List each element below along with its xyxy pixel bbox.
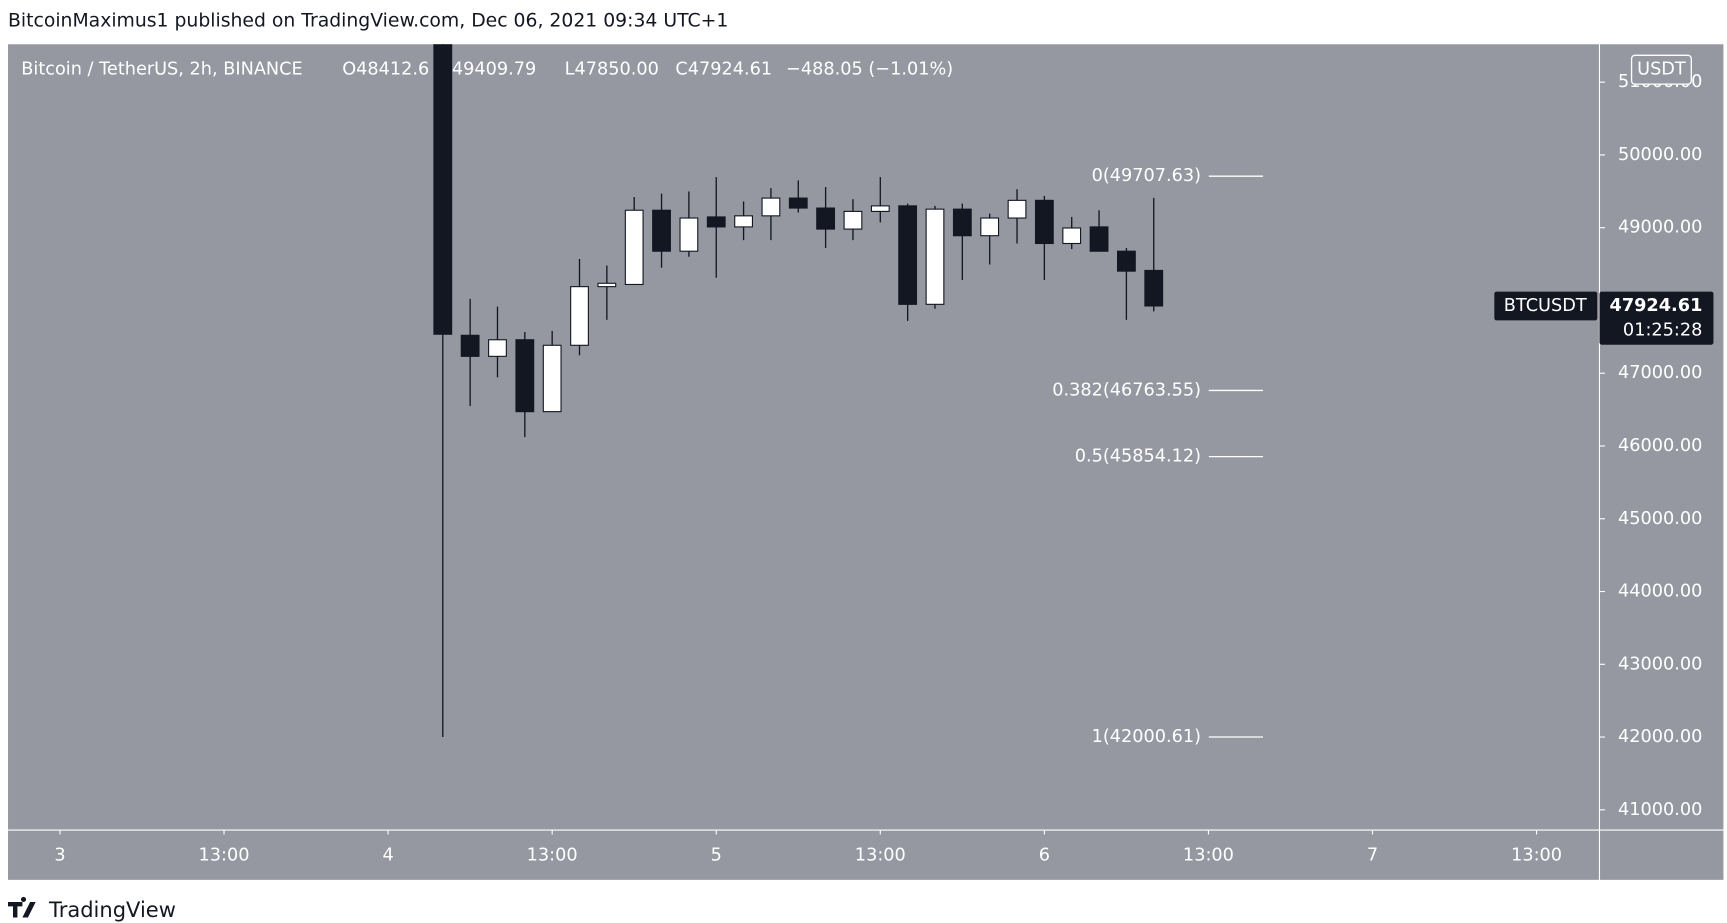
y-tick-label: 46000.00 (1618, 436, 1702, 456)
y-tick-label: 47000.00 (1618, 363, 1702, 383)
candle-body (1007, 199, 1027, 219)
chart-background (8, 44, 1724, 880)
candle-body (1062, 227, 1082, 245)
legend-value: H49409.79 (439, 60, 537, 80)
legend-value: O48412.6 (342, 60, 429, 80)
symbol-badge (1494, 291, 1598, 321)
x-tick-label: 13:00 (1183, 845, 1234, 865)
last-price-label: 47924.61 (1610, 296, 1703, 316)
y-tick-label: 42000.00 (1618, 727, 1702, 747)
y-tick-label: 41000.00 (1618, 800, 1702, 820)
candle-body (761, 197, 781, 217)
candle-body (433, 44, 453, 335)
candle-body (706, 216, 726, 228)
fib-label: 0(49707.63) (1092, 166, 1201, 186)
candle-body (980, 217, 1000, 237)
candle-body (570, 286, 589, 346)
x-tick-label: 5 (711, 845, 722, 865)
candle-body (1034, 199, 1054, 245)
symbol-badge-label: BTCUSDT (1504, 296, 1587, 316)
last-price-badge (1599, 291, 1714, 345)
x-tick-label: 13:00 (855, 845, 906, 865)
legend-value: −488.05 (−1.01%) (786, 60, 953, 80)
y-tick-label: 50000.00 (1618, 145, 1702, 165)
x-tick-label: 13:00 (1511, 845, 1562, 865)
candle-body (925, 208, 945, 305)
legend-title: Bitcoin / TetherUS, 2h, BINANCE (21, 60, 302, 80)
x-tick-label: 6 (1039, 845, 1050, 865)
fib-label: 0.5(45854.12) (1075, 447, 1201, 467)
candle-body (679, 217, 699, 252)
candle-body (597, 282, 617, 288)
candle-body (952, 208, 972, 237)
candle-body (1089, 226, 1109, 252)
candle-body (843, 210, 863, 230)
legend-value: C47924.61 (675, 60, 772, 80)
x-tick-label: 13:00 (527, 845, 578, 865)
y-tick-label: 43000.00 (1618, 654, 1702, 674)
legend: Bitcoin / TetherUS, 2h, BINANCE O48412.6… (21, 60, 953, 80)
brand-name: TradingView (48, 897, 176, 922)
countdown-label: 01:25:28 (1623, 320, 1702, 340)
publish-header: BitcoinMaximus1 published on TradingView… (8, 11, 728, 32)
candle-body (652, 209, 671, 252)
candle-body (1144, 269, 1164, 307)
candle-body (734, 215, 753, 228)
fib-label: 0.382(46763.55) (1052, 380, 1201, 400)
x-tick-label: 13:00 (199, 845, 250, 865)
candle-body (488, 339, 507, 357)
logo-mark (8, 896, 36, 918)
currency-badge (1630, 54, 1692, 85)
candle-body (542, 344, 562, 413)
legend-value: L47850.00 (565, 60, 659, 80)
candle-body (870, 205, 890, 212)
y-tick-label: 44000.00 (1618, 582, 1702, 602)
fib-label: 1(42000.61) (1092, 727, 1201, 747)
x-tick-label: 4 (382, 845, 393, 865)
overlay: 41000.00 42000.00 43000.00 44000.00 45000.00… (54, 54, 1714, 865)
candle-body (816, 207, 836, 230)
candle-body (460, 334, 480, 357)
y-tick-label: 45000.00 (1618, 509, 1702, 529)
y-tick-label: 49000.00 (1618, 218, 1702, 238)
candle-body (898, 205, 918, 305)
candle-body (1116, 250, 1136, 272)
candle-body (788, 197, 808, 209)
plot (433, 44, 1164, 738)
currency-label[interactable]: USDT (1637, 60, 1686, 80)
tradingview-logo: TradingView (8, 897, 176, 922)
candle-body (624, 209, 644, 286)
x-tick-label: 7 (1367, 845, 1378, 865)
x-tick-label: 3 (54, 845, 65, 865)
candle-body (515, 339, 535, 413)
